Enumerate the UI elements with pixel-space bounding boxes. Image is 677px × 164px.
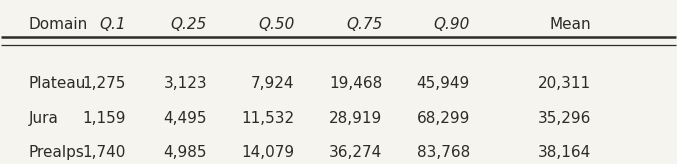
Text: 35,296: 35,296 bbox=[538, 111, 591, 126]
Text: Q.1: Q.1 bbox=[100, 17, 126, 32]
Text: 4,985: 4,985 bbox=[164, 145, 207, 160]
Text: Prealps: Prealps bbox=[28, 145, 84, 160]
Text: Jura: Jura bbox=[28, 111, 58, 126]
Text: Mean: Mean bbox=[550, 17, 591, 32]
Text: 83,768: 83,768 bbox=[417, 145, 470, 160]
Text: 14,079: 14,079 bbox=[242, 145, 294, 160]
Text: 68,299: 68,299 bbox=[416, 111, 470, 126]
Text: Q.25: Q.25 bbox=[171, 17, 207, 32]
Text: Q.90: Q.90 bbox=[433, 17, 470, 32]
Text: 20,311: 20,311 bbox=[538, 76, 591, 91]
Text: Q.75: Q.75 bbox=[346, 17, 383, 32]
Text: 7,924: 7,924 bbox=[251, 76, 294, 91]
Text: 45,949: 45,949 bbox=[417, 76, 470, 91]
Text: 28,919: 28,919 bbox=[329, 111, 383, 126]
Text: Plateau: Plateau bbox=[28, 76, 86, 91]
Text: 3,123: 3,123 bbox=[163, 76, 207, 91]
Text: Q.50: Q.50 bbox=[259, 17, 294, 32]
Text: 1,159: 1,159 bbox=[83, 111, 126, 126]
Text: 19,468: 19,468 bbox=[329, 76, 383, 91]
Text: 4,495: 4,495 bbox=[164, 111, 207, 126]
Text: 11,532: 11,532 bbox=[242, 111, 294, 126]
Text: 1,740: 1,740 bbox=[83, 145, 126, 160]
Text: Domain: Domain bbox=[28, 17, 87, 32]
Text: 36,274: 36,274 bbox=[329, 145, 383, 160]
Text: 38,164: 38,164 bbox=[538, 145, 591, 160]
Text: 1,275: 1,275 bbox=[83, 76, 126, 91]
